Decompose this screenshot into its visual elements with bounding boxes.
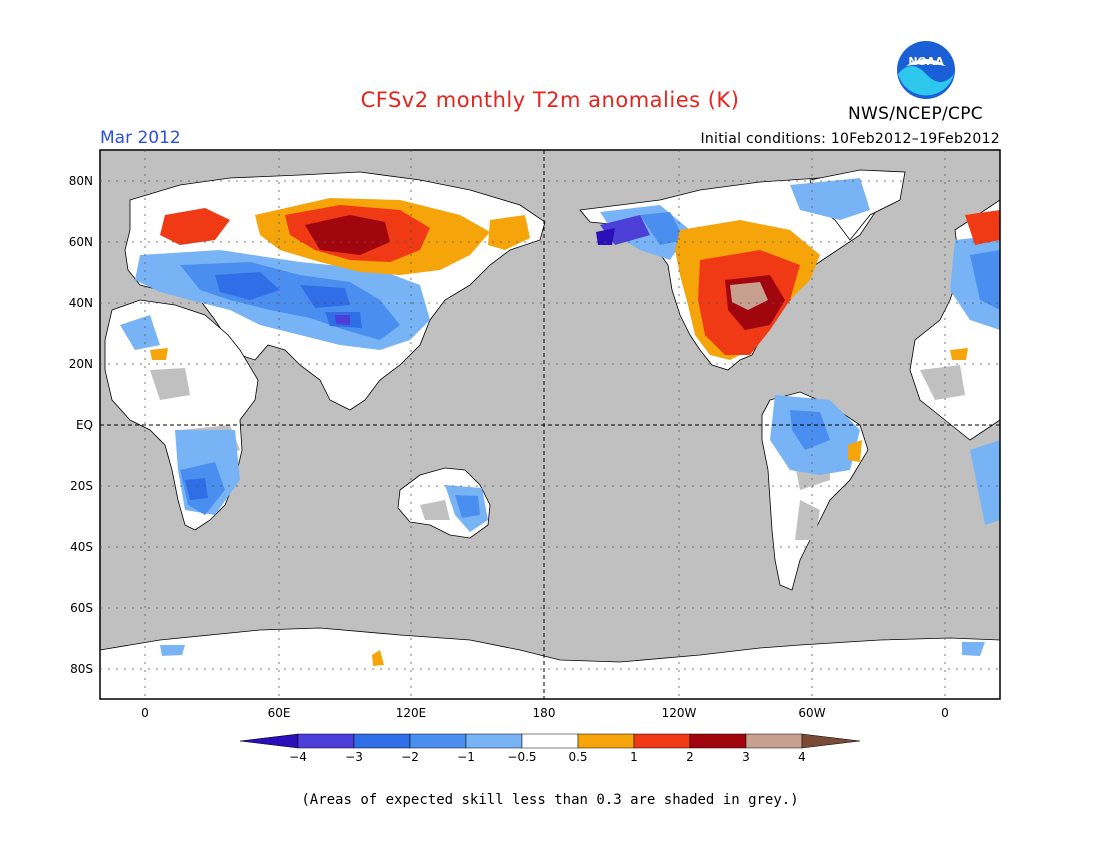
colorbar-tick-label: −0.5 [507, 750, 536, 764]
colorbar-swatch [297, 733, 355, 749]
lat-label: EQ [76, 418, 93, 432]
colorbar-tick-label: −3 [345, 750, 363, 764]
colorbar-swatch [689, 733, 747, 749]
anomaly-tan [730, 282, 768, 310]
lat-label: 60S [70, 601, 93, 615]
lon-label: 0 [141, 706, 149, 720]
lat-axis: 80N 60N 40N 20N EQ 20S 40S 60S 80S [69, 174, 93, 676]
colorbar-swatch [353, 733, 411, 749]
colorbar-tick-label: 0.5 [568, 750, 587, 764]
anomaly-layer [100, 169, 1000, 699]
lat-label: 80N [69, 174, 93, 188]
map-title: CFSv2 monthly T2m anomalies (K) [360, 88, 740, 112]
colorbar-tick-label: −1 [457, 750, 475, 764]
lon-label: 0 [941, 706, 949, 720]
skill-footnote: (Areas of expected skill less than 0.3 a… [301, 792, 799, 808]
colorbar-swatch [521, 733, 579, 749]
lat-label: 80S [70, 662, 93, 676]
valid-month: Mar 2012 [100, 128, 181, 148]
org-label: NWS/NCEP/CPC [848, 104, 983, 124]
graticule [100, 150, 1000, 699]
colorbar-swatch [633, 733, 691, 749]
colorbar-tick-label: 4 [798, 750, 806, 764]
equator-dateline [100, 150, 1000, 699]
colorbar-swatch [577, 733, 635, 749]
lon-axis: 0 60E 120E 180 120W 60W 0 [141, 706, 949, 720]
land-antarctica [100, 627, 1000, 699]
lon-label: 60E [268, 706, 291, 720]
colorbar-swatch [745, 733, 803, 749]
colorbar-arrow-low [239, 733, 299, 749]
colorbar-tick-label: 1 [630, 750, 638, 764]
lat-label: 40S [70, 540, 93, 554]
logo-text: NOAA [908, 55, 944, 68]
noaa-logo: NOAA [896, 40, 956, 100]
lat-label: 20N [69, 357, 93, 371]
lat-label: 20S [70, 479, 93, 493]
colorbar: −4 −3 −2 −1 −0.5 0.5 1 2 3 4 [239, 733, 861, 764]
colorbar-arrow-high [801, 733, 861, 749]
lat-label: 60N [69, 235, 93, 249]
colorbar-tick-label: 3 [742, 750, 750, 764]
anomaly-deep-violet [596, 228, 615, 245]
colorbar-tick-label: 2 [686, 750, 694, 764]
colorbar-tick-label: −4 [289, 750, 307, 764]
initial-conditions: Initial conditions: 10Feb2012–19Feb2012 [700, 131, 1000, 147]
lat-label: 40N [69, 296, 93, 310]
lon-label: 180 [533, 706, 556, 720]
anomaly-dark-blue [185, 272, 362, 500]
colorbar-swatch [465, 733, 523, 749]
lon-label: 120W [662, 706, 697, 720]
colorbar-tick-label: −2 [401, 750, 419, 764]
lon-label: 60W [798, 706, 825, 720]
colorbar-swatch [409, 733, 467, 749]
lon-label: 120E [396, 706, 427, 720]
